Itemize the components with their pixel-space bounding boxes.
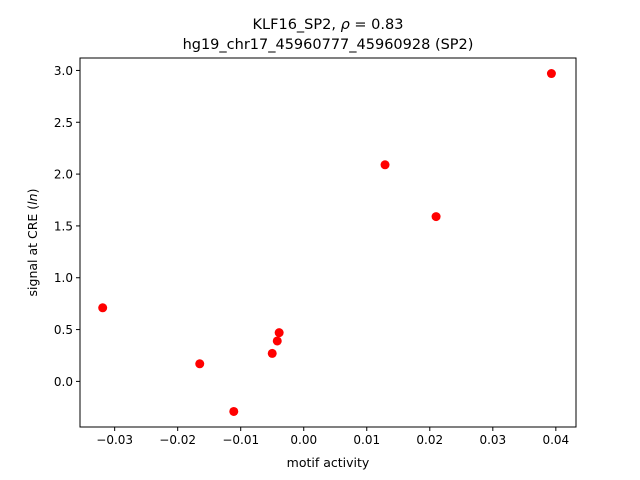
data-point-5 [274, 328, 284, 338]
data-point-6 [380, 160, 390, 170]
x-tick-label-5: 0.02 [416, 433, 443, 447]
x-tick-label-4: 0.01 [353, 433, 380, 447]
y-axis-label: signal at CRE (ln) [25, 189, 40, 297]
y-tick-label-3: 1.5 [54, 219, 73, 233]
y-tick-label-6: 3.0 [54, 64, 73, 78]
data-point-1 [195, 359, 205, 369]
x-tick-label-6: 0.03 [479, 433, 506, 447]
data-point-4 [272, 336, 282, 346]
data-point-8 [546, 69, 556, 79]
x-tick-label-2: −0.01 [222, 433, 259, 447]
x-tick-label-7: 0.04 [542, 433, 569, 447]
x-tick-label-0: −0.03 [96, 433, 133, 447]
x-axis: −0.03 −0.02 −0.01 0.00 0.01 0.02 0.03 0.04 [96, 427, 569, 447]
y-tick-label-2: 1.0 [54, 271, 73, 285]
data-point-0 [98, 303, 108, 313]
x-tick-label-1: −0.02 [159, 433, 196, 447]
x-axis-label: motif activity [287, 455, 370, 470]
data-point-3 [267, 348, 277, 358]
axes-frame [79, 57, 577, 428]
chart-title-line2: hg19_chr17_45960777_45960928 (SP2) [183, 37, 474, 53]
y-tick-label-4: 2.0 [54, 168, 73, 182]
data-point-7 [431, 212, 441, 222]
x-tick-label-3: 0.00 [290, 433, 317, 447]
y-tick-label-0: 0.0 [54, 375, 73, 389]
data-point-2 [229, 406, 239, 416]
y-tick-label-1: 0.5 [54, 323, 73, 337]
y-axis: 0.0 0.5 1.0 1.5 2.0 2.5 3.0 [54, 64, 80, 389]
plot-area [98, 69, 556, 416]
y-tick-label-5: 2.5 [54, 116, 73, 130]
chart-title-line1: KLF16_SP2, ρ = 0.83 [253, 17, 404, 33]
